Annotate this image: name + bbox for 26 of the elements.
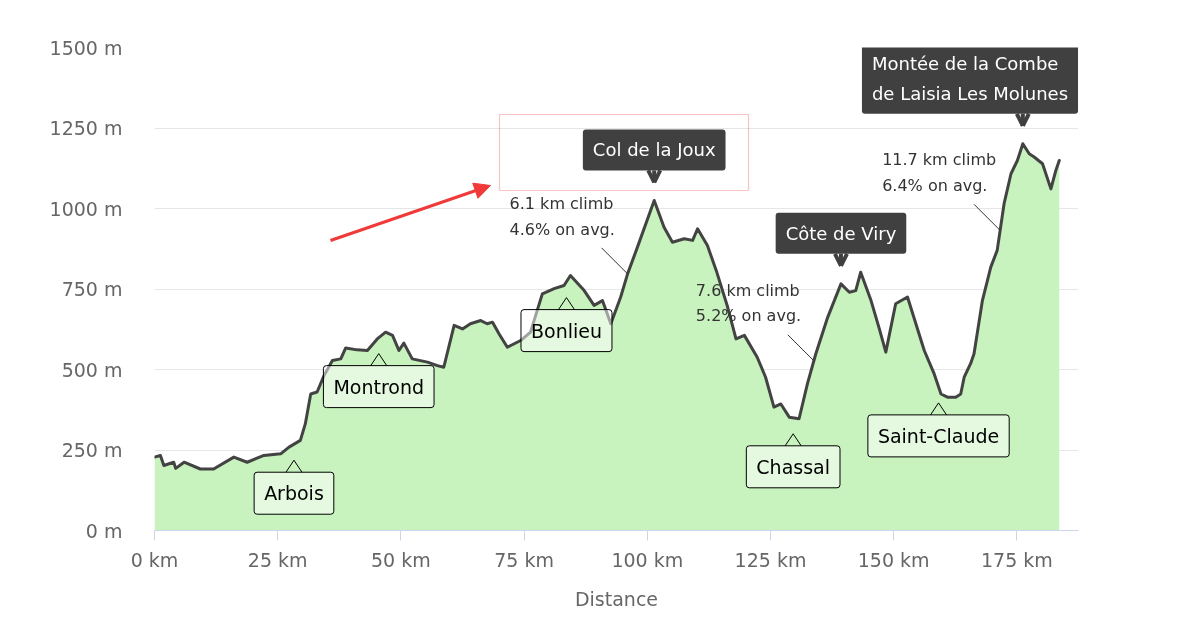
x-axis-title: Distance <box>574 587 659 610</box>
annotation: 6.1 km climb 4.6% on avg. <box>509 193 615 239</box>
annotation: Bonlieu <box>530 319 602 342</box>
x-tick-label: 150 km <box>857 548 930 571</box>
y-tick-label: 1250 m <box>49 117 123 139</box>
y-tick-label: 500 m <box>61 358 123 381</box>
y-tick-label: 750 m <box>61 278 123 300</box>
x-tick-label: 25 km <box>247 548 308 571</box>
x-tick-label: 0 km <box>130 548 179 571</box>
annotation: Côte de Viry <box>785 222 897 244</box>
x-tick-label: 75 km <box>494 548 554 571</box>
annotation: Arbois <box>264 482 324 505</box>
y-tick-label: 0 m <box>85 519 123 542</box>
annotation: Montrond <box>333 375 425 398</box>
x-tick-label: 125 km <box>734 548 807 571</box>
annotation: Saint-Claude <box>877 424 1000 447</box>
x-tick-label: 50 km <box>371 548 431 571</box>
y-tick-label: 250 m <box>61 439 123 461</box>
x-tick-label: 175 km <box>980 548 1053 571</box>
y-tick-label: 1000 m <box>49 197 123 220</box>
x-tick-label: 100 km <box>611 548 684 571</box>
annotation: Col de la Joux <box>592 139 716 161</box>
annotation: 11.7 km climb 6.4% on avg. <box>882 150 997 196</box>
annotation: Montée de la Combe de Laisia Les Molunes <box>871 53 1069 104</box>
y-tick-label: 1500 m <box>49 36 123 59</box>
annotation: Chassal <box>756 455 831 478</box>
